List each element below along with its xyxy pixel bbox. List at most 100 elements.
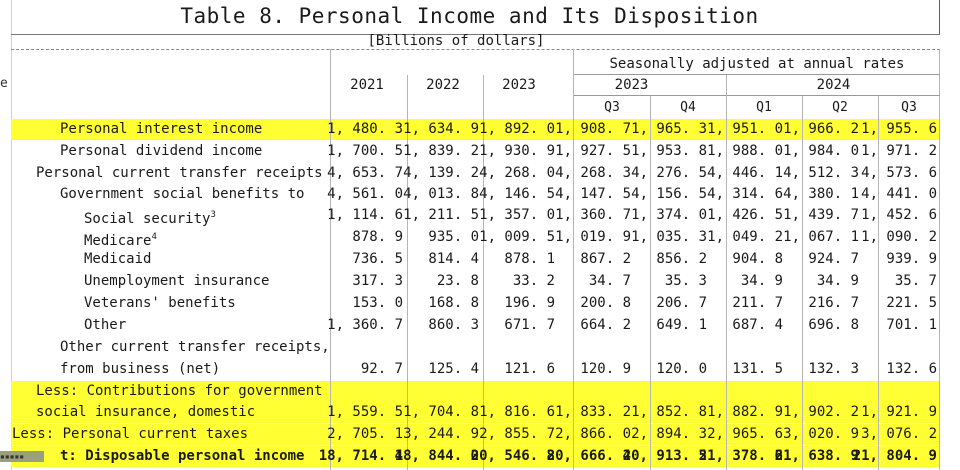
value-cell: 2, 705. 1	[327, 426, 403, 442]
value-cell: 200. 8	[580, 295, 631, 311]
value-cell: 18, 714. 4	[318, 448, 403, 464]
value-cell: 168. 8	[428, 295, 479, 311]
value-cell: 664. 2	[580, 317, 631, 333]
value-cell: 34. 9	[740, 273, 783, 289]
value-cell: 856. 2	[656, 251, 707, 267]
year-rule-2024	[727, 95, 940, 96]
value-cell: 121. 6	[504, 361, 555, 377]
value-cell: 23. 8	[436, 273, 479, 289]
season-header: Seasonally adjusted at annual rates	[609, 56, 905, 72]
value-cell: 2, 965. 6	[707, 426, 783, 442]
row-label: t: Disposable personal income	[60, 448, 305, 464]
row-label: Government social benefits to	[60, 186, 305, 202]
value-cell: 4, 314. 6	[707, 186, 783, 202]
table-row: Less: Personal current taxes 2, 705. 1 3, …	[0, 424, 960, 445]
value-cell: 4, 276. 5	[631, 165, 707, 181]
table-row: Unemployment insurance 317. 3 23. 8 33. 2 34…	[0, 271, 960, 292]
sheet-right-edge	[939, 0, 940, 34]
value-cell: 1, 704. 8	[403, 404, 479, 420]
value-cell: 35. 3	[664, 273, 707, 289]
table-row: Personal interest income 1, 480. 3 1, 634.…	[0, 119, 960, 140]
value-cell: 878. 1	[504, 251, 555, 267]
row-highlight	[11, 381, 940, 402]
value-cell: 4, 268. 0	[479, 165, 555, 181]
value-cell: 221. 5	[886, 295, 937, 311]
value-cell: 211. 7	[732, 295, 783, 311]
row-label: Less: Personal current taxes	[12, 426, 249, 442]
value-cell: 1, 988. 0	[707, 143, 783, 159]
row-label: Personal interest income	[60, 121, 263, 137]
value-cell: 216. 7	[808, 295, 859, 311]
value-cell: 1, 951. 0	[707, 121, 783, 137]
value-cell: 4, 512. 3	[783, 165, 859, 181]
value-cell: 131. 5	[732, 361, 783, 377]
value-cell: 2, 855. 7	[479, 426, 555, 442]
value-cell: 1, 902. 2	[783, 404, 859, 420]
value-cell: 671. 7	[504, 317, 555, 333]
row-label: Personal current transfer receipts	[36, 165, 323, 181]
value-cell: 1, 114. 6	[327, 207, 403, 223]
value-cell: 1, 955. 6	[861, 121, 937, 137]
quarter-year-2023: 2023	[614, 77, 649, 93]
table-row: Social security3 1, 114. 6 1, 211. 5 1, 357…	[0, 205, 960, 227]
value-cell: 33. 2	[512, 273, 555, 289]
value-cell: 34. 7	[588, 273, 631, 289]
footnote-marker: 3	[210, 210, 216, 220]
value-cell: 1, 067. 1	[783, 229, 859, 245]
value-cell: 1, 839. 2	[403, 143, 479, 159]
value-cell: 4, 139. 2	[403, 165, 479, 181]
year-header-2023: 2023	[502, 77, 536, 93]
value-cell: 18, 844. 0	[394, 448, 479, 464]
value-cell: 1, 971. 2	[861, 143, 937, 159]
value-cell: 1, 019. 9	[555, 229, 631, 245]
value-cell: 3, 076. 2	[861, 426, 937, 442]
table-row: Other current transfer receipts,	[0, 337, 960, 358]
value-cell: 2, 894. 3	[631, 426, 707, 442]
cropped-column-stub: e	[0, 76, 8, 91]
value-cell: 4, 013. 8	[403, 186, 479, 202]
value-cell: 1, 360. 7	[327, 317, 403, 333]
table-row: Other 1, 360. 7 860. 3 671. 7 664. 2 649. 1 68…	[0, 315, 960, 336]
title-rule	[11, 34, 940, 35]
value-cell: 1, 953. 8	[631, 143, 707, 159]
value-cell: 878. 9	[352, 229, 403, 245]
value-cell: 1, 833. 2	[555, 404, 631, 420]
row-label: social insurance, domestic	[36, 404, 256, 420]
value-cell: 1, 852. 8	[631, 404, 707, 420]
value-cell: 924. 7	[808, 251, 859, 267]
table-row: Less: Contributions for government	[0, 381, 960, 402]
value-cell: 814. 4	[428, 251, 479, 267]
value-cell: 125. 4	[428, 361, 479, 377]
quarter-header: Q2	[832, 100, 848, 115]
table-title: Table 8. Personal Income and Its Disposi…	[180, 4, 759, 28]
value-cell: 4, 147. 5	[555, 186, 631, 202]
row-label: Other current transfer receipts,	[60, 339, 330, 355]
header-rule	[11, 49, 940, 50]
column-divider	[802, 96, 803, 470]
year-header-2022: 2022	[426, 77, 460, 93]
value-cell: 20, 546. 8	[470, 448, 555, 464]
quarter-header: Q4	[680, 100, 696, 115]
row-label: Unemployment insurance	[84, 273, 270, 289]
value-cell: 1, 966. 2	[783, 121, 859, 137]
value-cell: 2, 866. 0	[555, 426, 631, 442]
row-label: Social security3	[84, 210, 216, 227]
value-cell: 21, 378. 6	[698, 448, 783, 464]
column-divider	[483, 75, 484, 470]
column-divider	[407, 75, 408, 470]
quarter-header: Q3	[604, 100, 620, 115]
table-subtitle: [Billions of dollars]	[367, 33, 545, 49]
row-highlight	[11, 424, 940, 445]
cropped-logo-icon: ▪▪▪▪▪	[0, 451, 44, 462]
value-cell: 1, 426. 5	[707, 207, 783, 223]
value-cell: 1, 211. 5	[403, 207, 479, 223]
value-cell: 35. 7	[894, 273, 937, 289]
value-cell: 34. 9	[816, 273, 859, 289]
column-divider	[878, 96, 879, 470]
value-cell: 132. 6	[886, 361, 937, 377]
value-cell: 4, 573. 6	[861, 165, 937, 181]
value-cell: 4, 380. 1	[783, 186, 859, 202]
value-cell: 1, 930. 9	[479, 143, 555, 159]
value-cell: 132. 3	[808, 361, 859, 377]
table-row: Personal current transfer receipts 4, 653…	[0, 163, 960, 184]
